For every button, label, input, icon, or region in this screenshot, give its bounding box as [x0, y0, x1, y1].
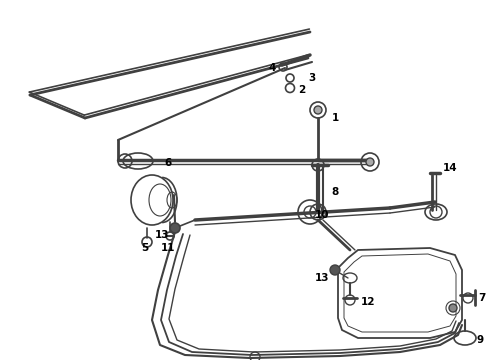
Text: 12: 12: [361, 297, 375, 307]
Text: 8: 8: [331, 187, 339, 197]
Circle shape: [314, 106, 322, 114]
Text: 1: 1: [331, 113, 339, 123]
Text: 5: 5: [142, 243, 148, 253]
Circle shape: [366, 158, 374, 166]
Text: 13: 13: [315, 273, 329, 283]
Text: 7: 7: [478, 293, 486, 303]
Circle shape: [449, 304, 457, 312]
Text: 3: 3: [308, 73, 316, 83]
Text: 13: 13: [155, 230, 169, 240]
Text: 9: 9: [476, 335, 484, 345]
Circle shape: [330, 265, 340, 275]
Text: 4: 4: [269, 63, 276, 73]
Circle shape: [170, 223, 180, 233]
Text: 11: 11: [161, 243, 175, 253]
Text: 2: 2: [298, 85, 306, 95]
Text: 10: 10: [315, 210, 329, 220]
Text: 6: 6: [164, 158, 171, 168]
Text: 14: 14: [442, 163, 457, 173]
